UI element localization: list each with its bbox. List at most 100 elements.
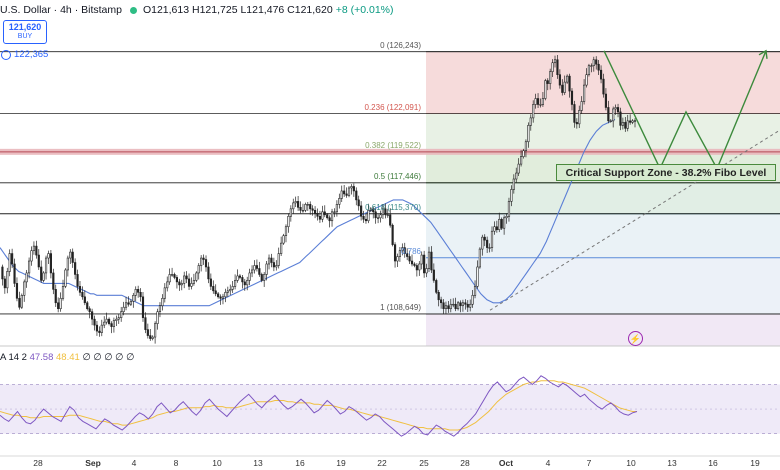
candle-body — [464, 302, 467, 305]
x-tick-label: 10 — [626, 458, 636, 468]
candle-body — [505, 215, 508, 219]
candle-body — [141, 296, 145, 318]
candle-body — [352, 186, 355, 192]
candle — [275, 260, 278, 271]
candle-body — [91, 311, 94, 320]
time-axis[interactable]: 28 Sep 4 8 10 13 16 19 22 25 28 Oct 4 7 10 13 16 19 — [0, 458, 780, 470]
candle — [146, 323, 149, 339]
candle — [129, 299, 132, 307]
candle — [166, 276, 169, 292]
candle — [381, 204, 385, 219]
candle — [524, 139, 528, 158]
candle-body — [425, 268, 428, 274]
candle — [476, 260, 479, 289]
indicator-readout[interactable]: 122,365 — [1, 49, 48, 60]
candle-body — [612, 108, 615, 122]
candle-body — [229, 289, 232, 292]
fib-label: 0.618 (115,370) — [365, 202, 421, 212]
candle-body — [209, 278, 212, 287]
candle — [367, 203, 370, 224]
candle-body — [544, 80, 547, 99]
rsi-header[interactable]: A 14 2 47.58 48.41 ∅ ∅ ∅ ∅ ∅ — [0, 352, 134, 363]
candle — [132, 292, 135, 308]
candle-body — [76, 274, 79, 287]
candle-body — [624, 122, 627, 129]
candle — [328, 215, 331, 228]
candle-body — [447, 305, 450, 310]
candle-body — [57, 302, 60, 310]
candle — [306, 201, 309, 211]
fib-label: 0.382 (119,522) — [365, 140, 421, 150]
candle — [609, 119, 612, 123]
candle-body — [597, 63, 600, 71]
candle — [568, 73, 571, 98]
candle-body — [486, 239, 489, 248]
candle — [98, 326, 101, 337]
candle-body — [185, 275, 188, 280]
candle-body — [236, 275, 239, 281]
candle — [219, 294, 222, 305]
candle-body — [362, 215, 365, 220]
candle-body — [556, 59, 559, 75]
candle-body — [587, 65, 591, 75]
candle — [66, 255, 69, 277]
candle-body — [357, 199, 360, 207]
candle-body — [369, 208, 372, 211]
candle-body — [306, 204, 309, 206]
candle-body — [442, 302, 445, 310]
candle-body — [585, 74, 588, 86]
candle — [326, 213, 329, 220]
candle — [447, 300, 450, 313]
candle-body — [406, 253, 409, 257]
candle-body — [137, 289, 140, 293]
support-zone-callout: Critical Support Zone - 38.2% Fibo Level — [556, 164, 776, 181]
candle-body — [570, 90, 574, 105]
candle — [282, 233, 285, 245]
candle-body — [11, 253, 14, 265]
candle — [209, 273, 212, 290]
candle-body — [391, 224, 394, 245]
x-tick-label: 19 — [750, 458, 760, 468]
candle — [473, 280, 477, 299]
x-tick-label: Oct — [498, 458, 514, 468]
candle — [544, 78, 547, 101]
candle — [280, 236, 283, 256]
candle — [471, 289, 474, 308]
candle-body — [629, 120, 632, 123]
rsi-ma-line — [0, 380, 637, 431]
candle — [86, 300, 89, 311]
candle — [423, 250, 426, 278]
candle — [364, 213, 368, 224]
candle-body — [93, 318, 96, 326]
candle — [6, 267, 9, 294]
candle-body — [282, 235, 285, 244]
candle — [335, 200, 338, 217]
alert-clock-icon[interactable]: ⚡ — [628, 331, 643, 346]
buy-button[interactable]: 121,620 BUY — [3, 20, 47, 44]
candle — [175, 275, 179, 289]
indicator-icon — [1, 49, 11, 60]
candle — [599, 65, 603, 84]
candle — [590, 63, 593, 73]
candle-body — [234, 280, 237, 287]
candle — [294, 196, 297, 208]
candle-body — [280, 242, 283, 254]
candle-body — [151, 336, 154, 339]
candle-body — [54, 289, 57, 304]
candle — [246, 276, 249, 291]
indicator-value: 122,365 — [14, 49, 49, 60]
candle — [440, 296, 443, 309]
candle-body — [217, 293, 220, 298]
candle — [595, 56, 598, 70]
candle — [321, 205, 324, 223]
candle-body — [161, 297, 164, 307]
candle-body — [536, 98, 540, 105]
candle — [69, 249, 72, 264]
candle — [168, 268, 171, 285]
candle — [74, 258, 77, 280]
candle — [192, 273, 195, 286]
symbol-label[interactable]: U.S. Dollar · 4h · Bitstamp — [0, 4, 122, 16]
candle-body — [432, 269, 435, 281]
candle — [430, 246, 433, 273]
